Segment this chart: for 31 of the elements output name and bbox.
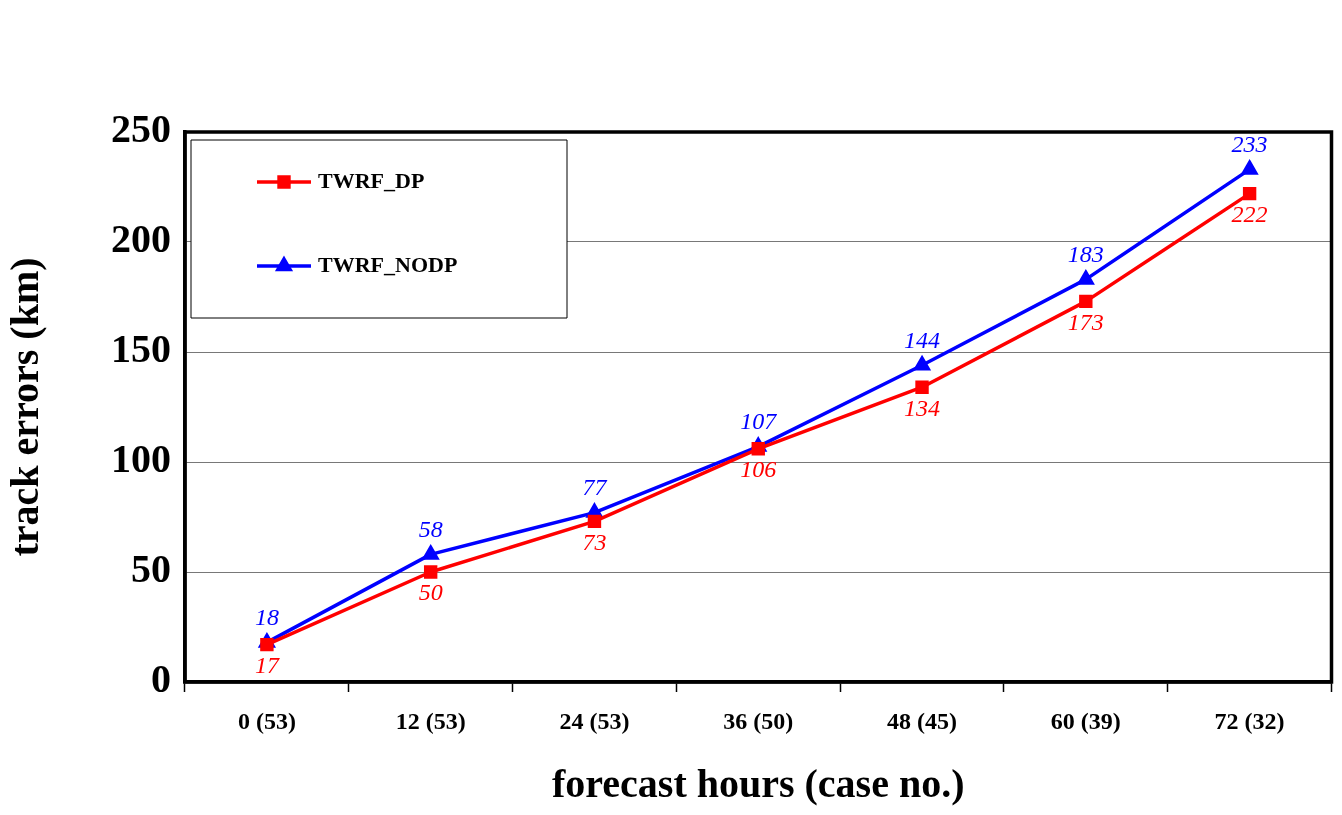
x-tick-label: 72 (32) <box>1214 707 1285 734</box>
x-tick-label: 36 (50) <box>723 707 794 734</box>
data-label: 183 <box>1067 240 1104 267</box>
data-label: 173 <box>1067 308 1104 335</box>
y-tick-label: 50 <box>131 546 171 592</box>
x-axis-title: forecast hours (case no.) <box>551 761 965 807</box>
y-tick-label: 200 <box>111 216 171 262</box>
data-label: 73 <box>582 528 607 555</box>
data-label: 17 <box>254 651 280 678</box>
y-axis-title: track errors (km) <box>2 257 48 557</box>
legend-label: TWRF_DP <box>318 167 425 193</box>
data-label: 144 <box>904 326 941 353</box>
legend-label: TWRF_NODP <box>318 251 458 277</box>
data-label: 106 <box>740 456 777 483</box>
data-label: 134 <box>904 394 941 421</box>
y-tick-label: 250 <box>111 106 171 152</box>
x-tick-label: 0 (53) <box>237 707 296 734</box>
x-tick-label: 48 (45) <box>887 707 958 734</box>
data-label: 222 <box>1231 200 1268 227</box>
x-tick-label: 12 (53) <box>395 707 466 734</box>
y-tick-label: 0 <box>151 656 171 702</box>
x-tick-label: 60 (39) <box>1050 707 1121 734</box>
data-label: 77 <box>582 473 608 500</box>
data-label: 58 <box>418 515 443 542</box>
data-label: 50 <box>418 579 443 606</box>
x-tick-label: 24 (53) <box>559 707 630 734</box>
data-label: 18 <box>254 603 279 630</box>
y-tick-label: 150 <box>111 326 171 372</box>
data-label: 233 <box>1231 130 1268 157</box>
data-label: 107 <box>740 407 778 434</box>
y-tick-label: 100 <box>111 436 171 482</box>
